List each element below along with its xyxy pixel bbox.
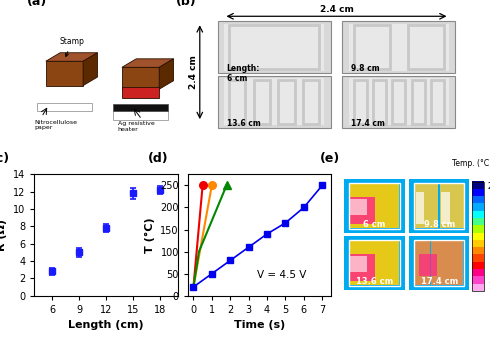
Bar	[218, 76, 331, 128]
Text: 2.4 cm: 2.4 cm	[189, 55, 198, 89]
Bar	[472, 217, 484, 225]
Bar	[350, 197, 374, 224]
Bar	[349, 24, 449, 71]
Bar	[278, 80, 294, 124]
Bar	[229, 25, 319, 69]
Bar	[472, 210, 484, 218]
Bar	[344, 236, 405, 290]
Text: Ag resistive
heater: Ag resistive heater	[118, 121, 154, 132]
Bar	[350, 256, 367, 272]
X-axis label: Time (s): Time (s)	[234, 320, 285, 330]
Bar	[472, 254, 484, 262]
Bar	[415, 184, 439, 228]
Bar	[431, 241, 447, 285]
Text: V = 4.5 V: V = 4.5 V	[257, 270, 306, 279]
Bar	[414, 183, 465, 229]
Bar	[472, 239, 484, 247]
Bar	[37, 103, 92, 111]
Text: 10: 10	[488, 282, 490, 291]
Bar	[419, 254, 437, 276]
Bar	[472, 182, 484, 291]
Text: (b): (b)	[176, 0, 196, 8]
Text: 17.4 cm: 17.4 cm	[351, 119, 385, 128]
Bar	[409, 236, 469, 290]
Text: Temp. (°C): Temp. (°C)	[452, 159, 490, 168]
Y-axis label: R (Ω): R (Ω)	[0, 219, 7, 251]
Polygon shape	[83, 53, 98, 86]
Bar	[350, 199, 367, 215]
Bar	[392, 80, 405, 124]
Bar	[412, 80, 425, 124]
Bar	[472, 195, 484, 203]
Bar	[472, 181, 484, 189]
Bar	[350, 241, 399, 285]
Bar	[349, 240, 400, 286]
Text: 9.8 cm: 9.8 cm	[423, 220, 455, 229]
Text: 13.6 cm: 13.6 cm	[227, 119, 260, 128]
Bar	[472, 246, 484, 254]
Bar	[373, 80, 386, 124]
Bar	[472, 225, 484, 233]
Bar	[229, 80, 245, 124]
Text: (e): (e)	[320, 152, 340, 165]
Text: 9.8 cm: 9.8 cm	[351, 64, 380, 73]
Bar	[354, 25, 390, 69]
Bar	[350, 254, 374, 281]
Bar	[344, 179, 405, 233]
Bar	[349, 79, 449, 125]
Bar	[224, 79, 324, 125]
Bar	[303, 80, 319, 124]
Polygon shape	[46, 53, 98, 61]
Bar	[408, 25, 444, 69]
Text: (a): (a)	[27, 0, 48, 8]
Polygon shape	[122, 59, 173, 67]
Bar	[441, 192, 450, 224]
Bar	[409, 179, 469, 233]
Bar	[343, 76, 455, 128]
Y-axis label: T (°C): T (°C)	[145, 217, 155, 253]
Bar	[113, 104, 168, 111]
Text: 250: 250	[488, 182, 490, 190]
Bar	[472, 261, 484, 269]
Bar	[415, 241, 430, 285]
Text: Length:
6 cm: Length: 6 cm	[227, 64, 260, 83]
Bar	[122, 87, 159, 98]
Text: (d): (d)	[147, 152, 169, 165]
Bar	[431, 80, 444, 124]
Bar	[218, 21, 331, 73]
Bar	[253, 80, 270, 124]
Bar	[349, 183, 400, 229]
Bar	[343, 21, 455, 73]
Bar	[472, 232, 484, 240]
Text: Nitrocellulose
paper: Nitrocellulose paper	[34, 120, 77, 130]
Bar	[472, 276, 484, 284]
Bar	[350, 184, 399, 228]
Bar	[113, 111, 168, 120]
Bar	[472, 203, 484, 211]
Bar	[416, 192, 424, 224]
Bar	[472, 188, 484, 196]
Text: 2.4 cm: 2.4 cm	[319, 5, 353, 14]
Bar	[472, 283, 484, 291]
Text: 17.4 cm: 17.4 cm	[420, 277, 458, 286]
Bar	[440, 184, 464, 228]
Bar	[447, 241, 463, 285]
Bar	[354, 80, 367, 124]
Text: 6 cm: 6 cm	[364, 220, 386, 229]
Bar	[46, 61, 83, 86]
Bar	[122, 67, 159, 89]
Bar	[472, 269, 484, 276]
Text: Stamp: Stamp	[59, 37, 84, 56]
Bar	[224, 24, 324, 71]
Text: 13.6 cm: 13.6 cm	[356, 277, 393, 286]
Bar	[414, 240, 465, 286]
X-axis label: Length (cm): Length (cm)	[68, 320, 144, 330]
Polygon shape	[159, 59, 173, 89]
Text: (c): (c)	[0, 152, 10, 165]
